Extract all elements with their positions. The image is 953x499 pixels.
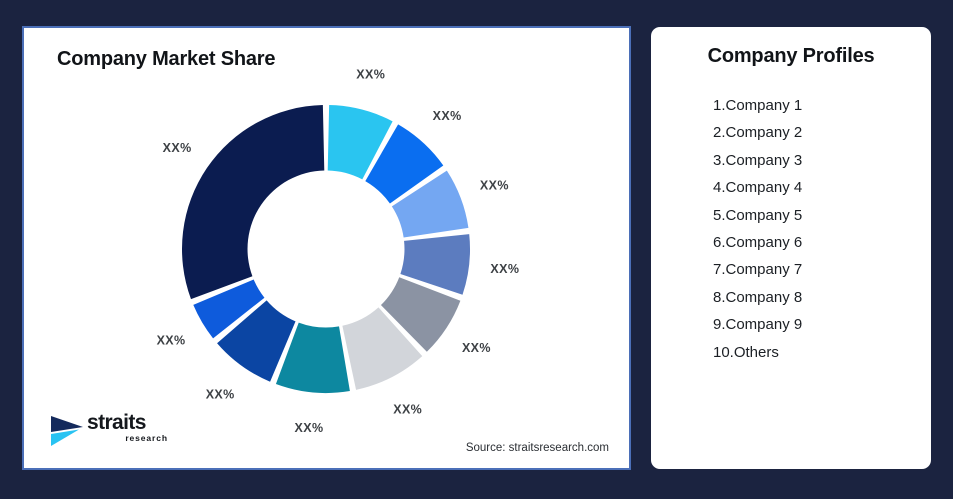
logo-straits-text: straits — [87, 411, 146, 434]
donut-slice[interactable] — [193, 279, 265, 339]
donut-slice[interactable] — [217, 300, 296, 382]
donut-slice-label: XX% — [356, 68, 385, 82]
company-profile-item[interactable]: 9.Company 9 — [713, 316, 803, 334]
donut-slice-label: XX% — [490, 262, 519, 276]
donut-slice-label: XX% — [462, 341, 491, 355]
logo-research-text: research — [125, 433, 168, 443]
company-profile-item[interactable]: 3.Company 3 — [713, 151, 803, 169]
donut-slice-label: XX% — [163, 141, 192, 155]
chart-title: Company Market Share — [57, 48, 276, 70]
company-profile-item[interactable]: 4.Company 4 — [713, 179, 803, 197]
company-profile-item[interactable]: 2.Company 2 — [713, 124, 803, 142]
straits-arrow-icon — [51, 416, 83, 446]
donut-slice[interactable] — [275, 322, 350, 393]
straits-research-logo: straits research — [49, 410, 169, 454]
donut-slice-label: XX% — [480, 178, 509, 192]
donut-slice-label: XX% — [206, 388, 235, 402]
donut-slice-label: XX% — [295, 421, 324, 435]
donut-slice[interactable] — [380, 277, 461, 352]
donut-slice[interactable] — [327, 105, 393, 180]
company-profile-item[interactable]: 10.Others — [713, 343, 779, 361]
donut-slice-group — [181, 105, 471, 393]
donut-slice[interactable] — [181, 105, 325, 300]
donut-slice[interactable] — [400, 234, 471, 295]
donut-slice[interactable] — [391, 170, 469, 238]
market-share-card: Company Market Share XX% XX% XX% XX% XX% XX% X… — [22, 26, 631, 470]
donut-slice[interactable] — [365, 124, 444, 204]
donut-slice-label: XX% — [157, 334, 186, 348]
company-profiles-panel: Company Profiles 1.Company 1 2.Company 2 3… — [651, 27, 931, 469]
company-profiles-list: 1.Company 1 2.Company 2 3.Company 3 4.Compa… — [651, 68, 931, 366]
donut-slice[interactable] — [342, 307, 423, 390]
donut-chart-svg: XX% XX% XX% XX% XX% XX% XX% XX% XX% XX% — [157, 68, 519, 436]
company-profile-item[interactable]: 6.Company 6 — [713, 234, 803, 252]
company-profile-item[interactable]: 5.Company 5 — [713, 206, 803, 224]
donut-chart: XX% XX% XX% XX% XX% XX% XX% XX% XX% XX% — [24, 64, 629, 439]
donut-label-group: XX% XX% XX% XX% XX% XX% XX% XX% XX% XX% — [157, 68, 519, 436]
company-profile-item[interactable]: 8.Company 8 — [713, 288, 803, 306]
donut-slice-label: XX% — [433, 109, 462, 123]
donut-slice-label: XX% — [393, 402, 422, 416]
company-profile-item[interactable]: 1.Company 1 — [713, 97, 803, 114]
company-profiles-title: Company Profiles — [707, 45, 875, 67]
company-profile-item[interactable]: 7.Company 7 — [713, 261, 803, 279]
source-note: Source: straitsresearch.com — [465, 442, 609, 454]
logo-wordmark: straits research — [87, 412, 169, 444]
